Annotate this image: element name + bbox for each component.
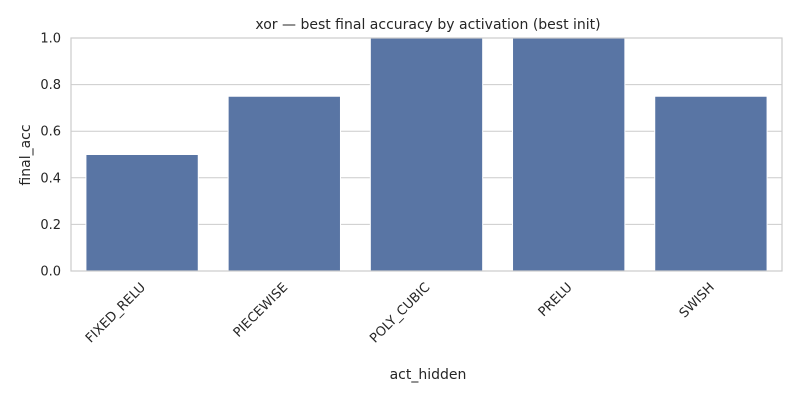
bar-fixed-relu xyxy=(85,154,199,272)
x-axis-label: act_hidden xyxy=(390,367,467,383)
y-tick-label: 0.6 xyxy=(40,125,61,140)
bar-poly-cubic xyxy=(369,37,484,272)
x-tick-labels: FIXED_RELU PIECEWISE POLY_CUBIC PRELU SWISH xyxy=(83,280,718,346)
x-tick-label: POLY_CUBIC xyxy=(367,280,433,346)
y-tick-label: 0.4 xyxy=(40,171,61,186)
chart-title: xor — best final accuracy by activation … xyxy=(255,17,600,33)
plot-frame xyxy=(70,37,783,272)
bar-prelu xyxy=(512,37,626,272)
y-tick-label: 0.8 xyxy=(40,78,61,93)
y-tick-label: 1.0 xyxy=(40,32,61,47)
x-tick-label: SWISH xyxy=(677,280,718,321)
y-tick-labels: 0.0 0.2 0.4 0.6 0.8 1.0 xyxy=(40,32,61,280)
y-tick-label: 0.2 xyxy=(40,218,61,233)
x-tick-label: PRELU xyxy=(536,280,576,320)
bar-swish xyxy=(654,95,768,272)
bar-piecewise xyxy=(227,95,341,272)
y-axis-label: final_acc xyxy=(18,124,34,185)
y-tick-label: 0.0 xyxy=(40,265,61,280)
bars xyxy=(85,37,768,272)
x-tick-label: FIXED_RELU xyxy=(83,280,149,346)
x-tick-label: PIECEWISE xyxy=(231,280,291,340)
